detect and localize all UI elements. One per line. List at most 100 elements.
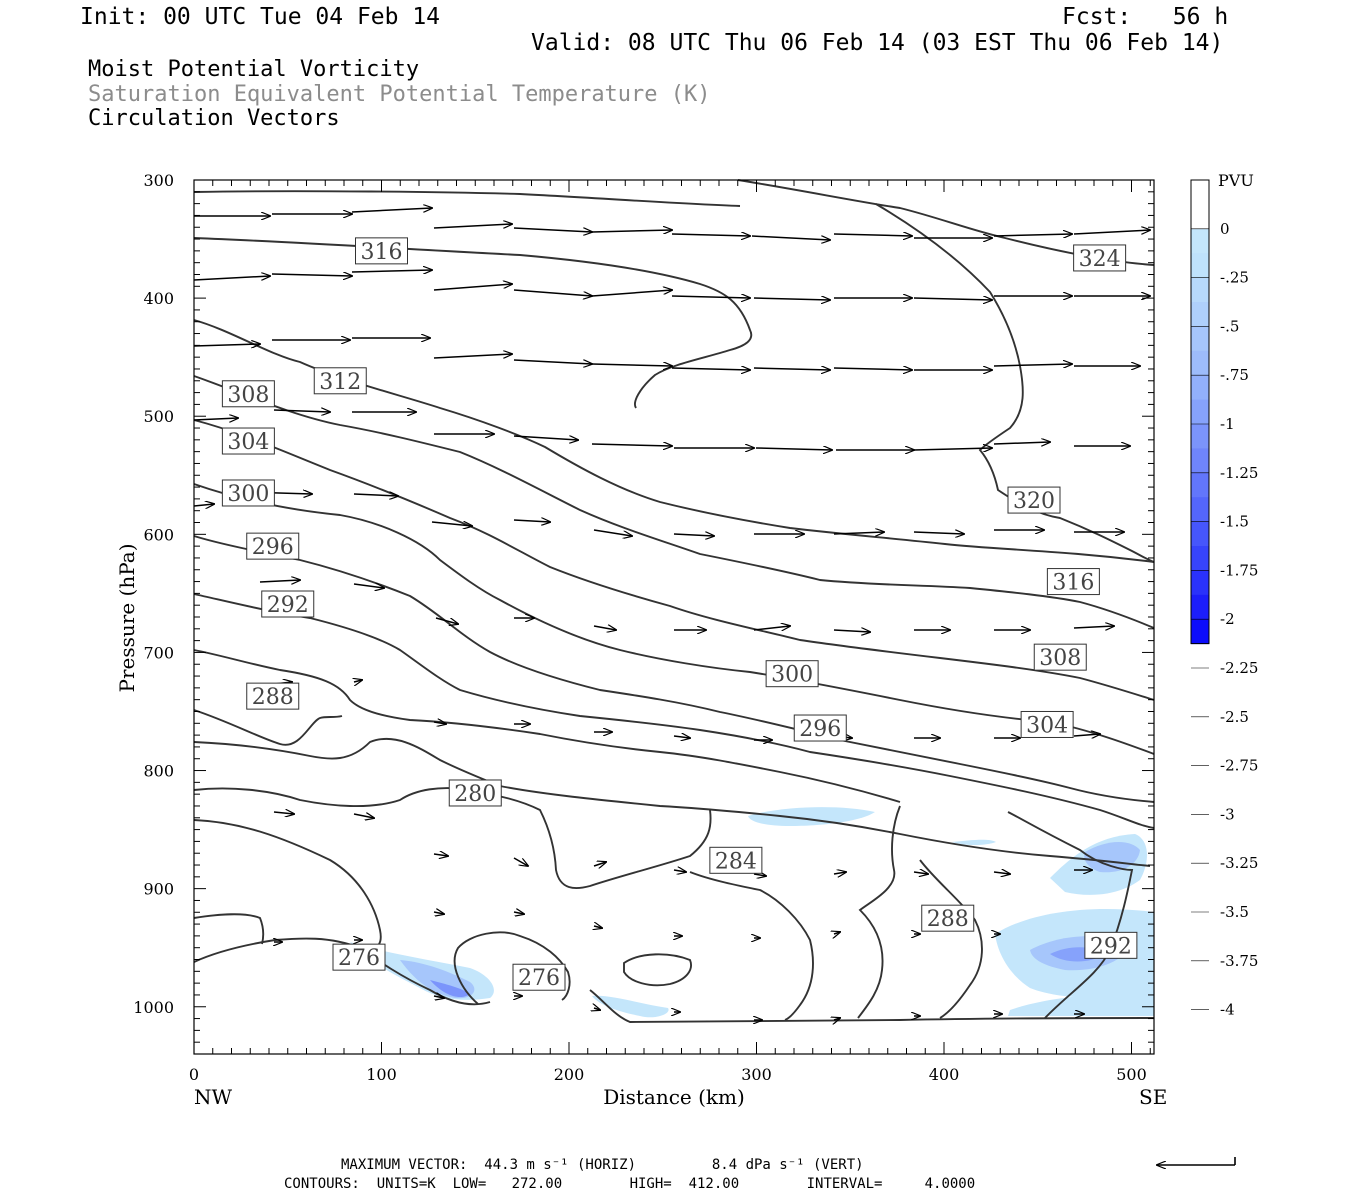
circulation-vector-73 [433,722,446,724]
init-time: Init: 00 UTC Tue 04 Feb 14 [80,4,441,30]
colorbar-tick-label-12: -3 [1220,805,1235,823]
circulation-vector-29 [591,364,672,366]
y-tick-label-400: 400 [143,289,174,308]
contour-label-3: 308 [221,380,275,408]
circulation-vector-3 [433,224,512,229]
circulation-vector-60 [259,580,300,582]
circulation-vector-90 [913,872,928,874]
pv-shade-3 [592,995,669,1018]
circulation-vector-31 [753,368,830,370]
circulation-vector-46 [993,442,1050,444]
contour-line-6 [193,483,1155,755]
circulation-vector-19 [753,298,830,300]
contour-label-text: 288 [927,907,969,932]
contour-label-text: 276 [338,946,380,971]
circulation-vector-18 [671,296,750,298]
plot-frame [193,179,1155,1055]
contour-line-7 [193,535,1155,803]
y-tick-label-700: 700 [143,643,174,662]
circulation-vector-7 [751,235,830,240]
contour-label-15: 280 [448,779,502,807]
colorbar-tick-label-0: 0 [1220,220,1230,238]
contour-label-6: 300 [221,479,275,507]
colorbar-tick-label-3: -.75 [1220,366,1249,384]
circulation-vector-50 [353,494,398,496]
circulation-vector-6 [671,234,750,236]
circulation-vector-62 [435,617,458,624]
contour-label-1: 324 [1073,244,1127,272]
contour-label-text: 280 [454,782,496,807]
colorbar-tick-label-13: -3.25 [1220,854,1258,872]
contour-label-text: 316 [361,240,403,265]
circulation-vector-94 [513,912,524,914]
circulation-vector-30 [671,368,750,370]
colorbar-swatch-16 [1191,570,1209,596]
colorbar-swatch-1 [1191,204,1209,230]
circulation-vector-13 [271,274,352,276]
contour-label-text: 320 [1013,489,1055,514]
circulation-vector-54 [673,534,714,536]
circulation-vectors [193,208,1150,1020]
circulation-vector-4 [513,227,592,232]
axes: 0 100 200 300 400 500 300 400 500 600 700 800 900 100… [133,171,1146,1084]
circulation-vector-53 [593,529,632,536]
circulation-vector-103 [433,996,444,998]
circulation-vector-41 [591,444,672,446]
circulation-vector-12 [193,276,270,281]
contour-label-text: 276 [518,966,560,991]
contour-label-18: 292 [1084,931,1138,959]
contour-label-17: 288 [921,904,975,932]
colorbar-tick-label-7: -1.75 [1220,561,1258,579]
colorbar-swatch-2 [1191,228,1209,254]
x-axis-label: Distance (km) [603,1085,745,1109]
colorbar-swatch-17 [1191,594,1209,620]
circulation-vector-8 [833,234,912,236]
contour-label-text: 288 [252,685,294,710]
circulation-vector-70 [1073,626,1114,628]
y-tick-label-500: 500 [143,407,174,426]
circulation-vector-76 [673,736,690,738]
pv-shade-4 [748,807,875,826]
contour-label-12: 288 [246,682,300,710]
contour-label-2: 312 [313,367,367,395]
y-tick-label-600: 600 [143,525,174,544]
contour-label-text: 296 [252,535,294,560]
colorbar-border [1190,179,1210,645]
circulation-vector-52 [513,520,550,522]
x-tick-label-200: 200 [554,1065,585,1084]
circulation-vector-34 [993,364,1072,366]
x-tick-label-400: 400 [929,1065,960,1084]
circulation-vector-51 [431,522,472,526]
colorbar-swatch-4 [1191,277,1209,303]
contour-line-18 [623,953,692,987]
colorbar-swatch-18 [1191,619,1209,645]
circulation-vector-32 [833,368,912,370]
contour-label-19: 276 [332,943,386,971]
pv-shade-11 [1008,993,1154,1016]
circulation-vector-2 [351,208,432,213]
contour-line-9 [193,649,901,803]
max-vector-note: MAXIMUM VECTOR: 44.3 m s⁻¹ (HORIZ) 8.4 d… [341,1157,864,1173]
field-label-mpv: Moist Potential Vorticity [88,57,420,82]
contour-line-5 [193,419,1155,701]
circulation-vector-17 [591,290,672,297]
contour-label-text: 300 [227,482,269,507]
x-tick-label-300: 300 [741,1065,772,1084]
valid-time: Valid: 08 UTC Thu 06 Feb 14 (03 EST Thu … [531,30,1224,56]
contour-line-13 [193,819,382,949]
colorbar-tick-label-5: -1.25 [1220,464,1258,482]
contour-info-note: CONTOURS: UNITS=K LOW= 272.00 HIGH= 412.… [284,1176,976,1192]
circulation-vector-67 [833,630,870,632]
circulation-vector-98 [834,932,840,934]
pv-shade-5 [952,839,996,845]
contour-line-12 [193,787,712,889]
circulation-vector-16 [513,289,592,296]
contour-label-text: 304 [227,430,269,455]
contour-labels: 316 324 312 308 304 320 300 296 316 292 308 300 288 2… [221,237,1138,991]
contour-label-text: 284 [715,849,757,874]
colorbar-tick-label-15: -3.75 [1220,952,1258,970]
circulation-vector-36 [193,418,238,420]
contour-label-5: 320 [1007,486,1061,514]
contour-label-text: 292 [1090,934,1132,959]
